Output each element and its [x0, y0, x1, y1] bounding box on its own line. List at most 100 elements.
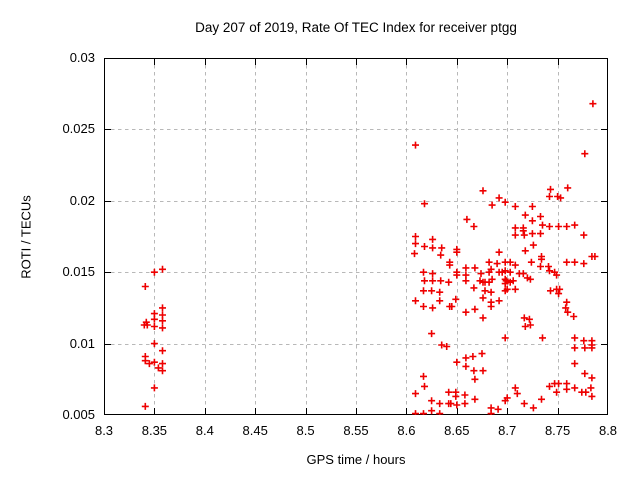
data-point — [452, 295, 460, 303]
data-point — [159, 317, 166, 325]
data-point — [159, 304, 166, 312]
data-point — [436, 410, 444, 418]
data-point — [428, 407, 436, 415]
data-point — [478, 350, 486, 358]
data-point — [412, 297, 419, 305]
data-point — [563, 258, 571, 266]
data-point — [479, 294, 487, 302]
data-point — [563, 385, 571, 393]
data-point — [412, 410, 419, 418]
data-point — [443, 343, 451, 350]
data-point — [588, 341, 596, 349]
data-point — [436, 400, 444, 408]
data-point — [469, 353, 477, 360]
data-point — [412, 233, 419, 240]
data-point — [159, 367, 166, 375]
data-point — [493, 260, 501, 268]
data-point — [501, 397, 509, 405]
plot-area — [104, 58, 609, 418]
data-point — [588, 392, 596, 400]
data-point — [159, 324, 166, 332]
data-point — [539, 334, 546, 342]
plot-border — [104, 58, 608, 415]
data-point — [428, 330, 436, 338]
x-tick-label: 8.75 — [544, 423, 571, 438]
data-point — [571, 221, 579, 229]
data-point — [580, 337, 588, 345]
data-point — [141, 357, 149, 365]
data-point — [436, 288, 444, 296]
data-point — [498, 268, 506, 276]
y-tick-label: 0.03 — [69, 50, 95, 65]
data-point — [555, 290, 563, 298]
data-point — [461, 391, 469, 399]
data-point — [546, 193, 553, 200]
data-point — [429, 235, 437, 243]
data-point — [511, 285, 519, 293]
data-point — [555, 380, 563, 388]
data-point — [564, 308, 572, 316]
data-point — [428, 287, 436, 295]
data-point — [141, 283, 149, 290]
data-point — [547, 287, 554, 295]
data-point — [141, 402, 149, 410]
data-point — [563, 298, 571, 306]
x-tick-label: 8.65 — [444, 423, 470, 438]
chart-svg — [104, 58, 609, 418]
data-point — [143, 321, 151, 329]
data-point — [520, 231, 528, 239]
data-point — [462, 308, 470, 316]
x-tick-label: 8.3 — [94, 423, 114, 438]
data-point — [420, 303, 427, 310]
data-point — [481, 278, 489, 286]
data-point — [529, 241, 537, 249]
data-point — [547, 185, 554, 193]
data-point — [563, 223, 571, 230]
y-tick-label: 0.025 — [62, 121, 95, 137]
data-point — [580, 260, 588, 268]
data-point — [546, 267, 553, 275]
data-point — [154, 364, 162, 372]
data-point — [471, 395, 479, 403]
x-tick-label: 8.6 — [397, 423, 416, 438]
data-point — [453, 401, 461, 409]
data-point — [437, 277, 445, 285]
data-point — [429, 244, 437, 252]
data-point — [495, 248, 503, 256]
data-point — [159, 347, 166, 355]
data-point — [429, 270, 437, 278]
data-point — [511, 224, 519, 232]
data-point — [501, 334, 509, 342]
x-tick-label: 8.35 — [141, 423, 168, 438]
data-point — [581, 370, 589, 378]
scatter-points — [140, 100, 599, 418]
y-tick-label: 0.015 — [62, 264, 95, 280]
data-point — [528, 230, 536, 238]
data-point — [509, 277, 517, 285]
data-point — [470, 284, 478, 292]
data-point — [589, 100, 597, 108]
data-point — [159, 360, 166, 368]
data-point — [591, 253, 599, 260]
data-point — [452, 392, 460, 400]
data-point — [521, 323, 529, 330]
data-point — [145, 360, 153, 368]
x-axis-label: GPS time / hours — [306, 452, 406, 467]
data-point — [538, 395, 545, 403]
data-point — [445, 388, 453, 396]
data-point — [571, 258, 579, 266]
data-point — [527, 258, 535, 266]
data-point — [412, 141, 419, 149]
data-point — [453, 248, 461, 256]
data-point — [571, 344, 579, 352]
data-point — [555, 223, 563, 230]
data-point — [470, 223, 478, 230]
data-point — [502, 277, 510, 285]
data-point — [537, 213, 544, 220]
data-point — [429, 304, 437, 312]
x-tick-label: 8.45 — [242, 423, 268, 438]
data-point — [581, 344, 589, 352]
x-tick-label: 8.4 — [195, 423, 214, 438]
data-point — [463, 215, 471, 223]
data-point — [461, 400, 469, 408]
